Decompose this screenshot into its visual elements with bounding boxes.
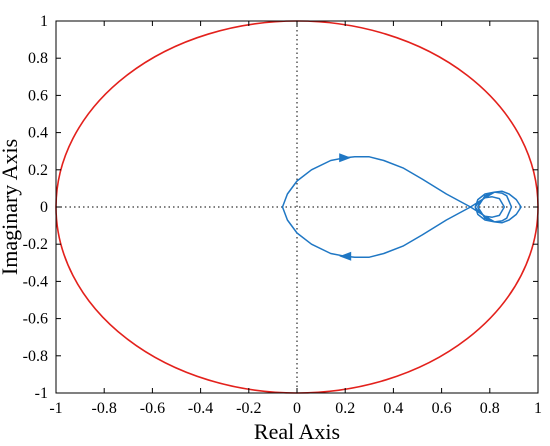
y-tick-label: -1 (35, 385, 48, 402)
y-tick-label: -0.6 (23, 311, 48, 328)
direction-arrow-1 (339, 153, 352, 163)
x-tick-label: 0.4 (383, 400, 403, 417)
y-tick-label: -0.8 (23, 348, 48, 365)
x-tick-label: 0.2 (335, 400, 355, 417)
y-tick-label: 0 (40, 199, 48, 216)
direction-arrow-2 (339, 251, 352, 261)
y-tick-label: 0.2 (28, 162, 48, 179)
x-tick-labels: -1 -0.8 -0.6 -0.4 -0.2 0 0.2 0.4 0.6 0.8 1 (49, 400, 542, 417)
y-tick-label: 0.8 (28, 50, 48, 67)
y-tick-label: 1 (40, 13, 48, 30)
x-tick-label: 1 (534, 400, 542, 417)
y-tick-label: 0.6 (28, 87, 48, 104)
y-tick-label: -0.4 (23, 273, 48, 290)
nyquist-curve-line (281, 156, 522, 258)
nyquist-curve-layer (281, 153, 522, 261)
x-tick-label: -0.6 (140, 400, 165, 417)
tick-marks (55, 20, 539, 394)
x-tick-label: 0 (293, 400, 301, 417)
x-tick-label: -1 (49, 400, 62, 417)
y-tick-labels: -1 -0.8 -0.6 -0.4 -0.2 0 0.2 0.4 0.6 0.8 1 (23, 13, 48, 402)
y-tick-label: -0.2 (23, 236, 48, 253)
x-tick-label: 0.8 (480, 400, 500, 417)
y-axis-title: Imaginary Axis (0, 139, 22, 275)
x-tick-label: 0.6 (432, 400, 452, 417)
zero-lines (56, 21, 538, 393)
x-tick-label: -0.4 (188, 400, 213, 417)
x-axis-title: Real Axis (254, 419, 340, 444)
y-tick-label: 0.4 (28, 125, 48, 142)
x-tick-label: -0.8 (92, 400, 117, 417)
x-tick-label: -0.2 (236, 400, 261, 417)
